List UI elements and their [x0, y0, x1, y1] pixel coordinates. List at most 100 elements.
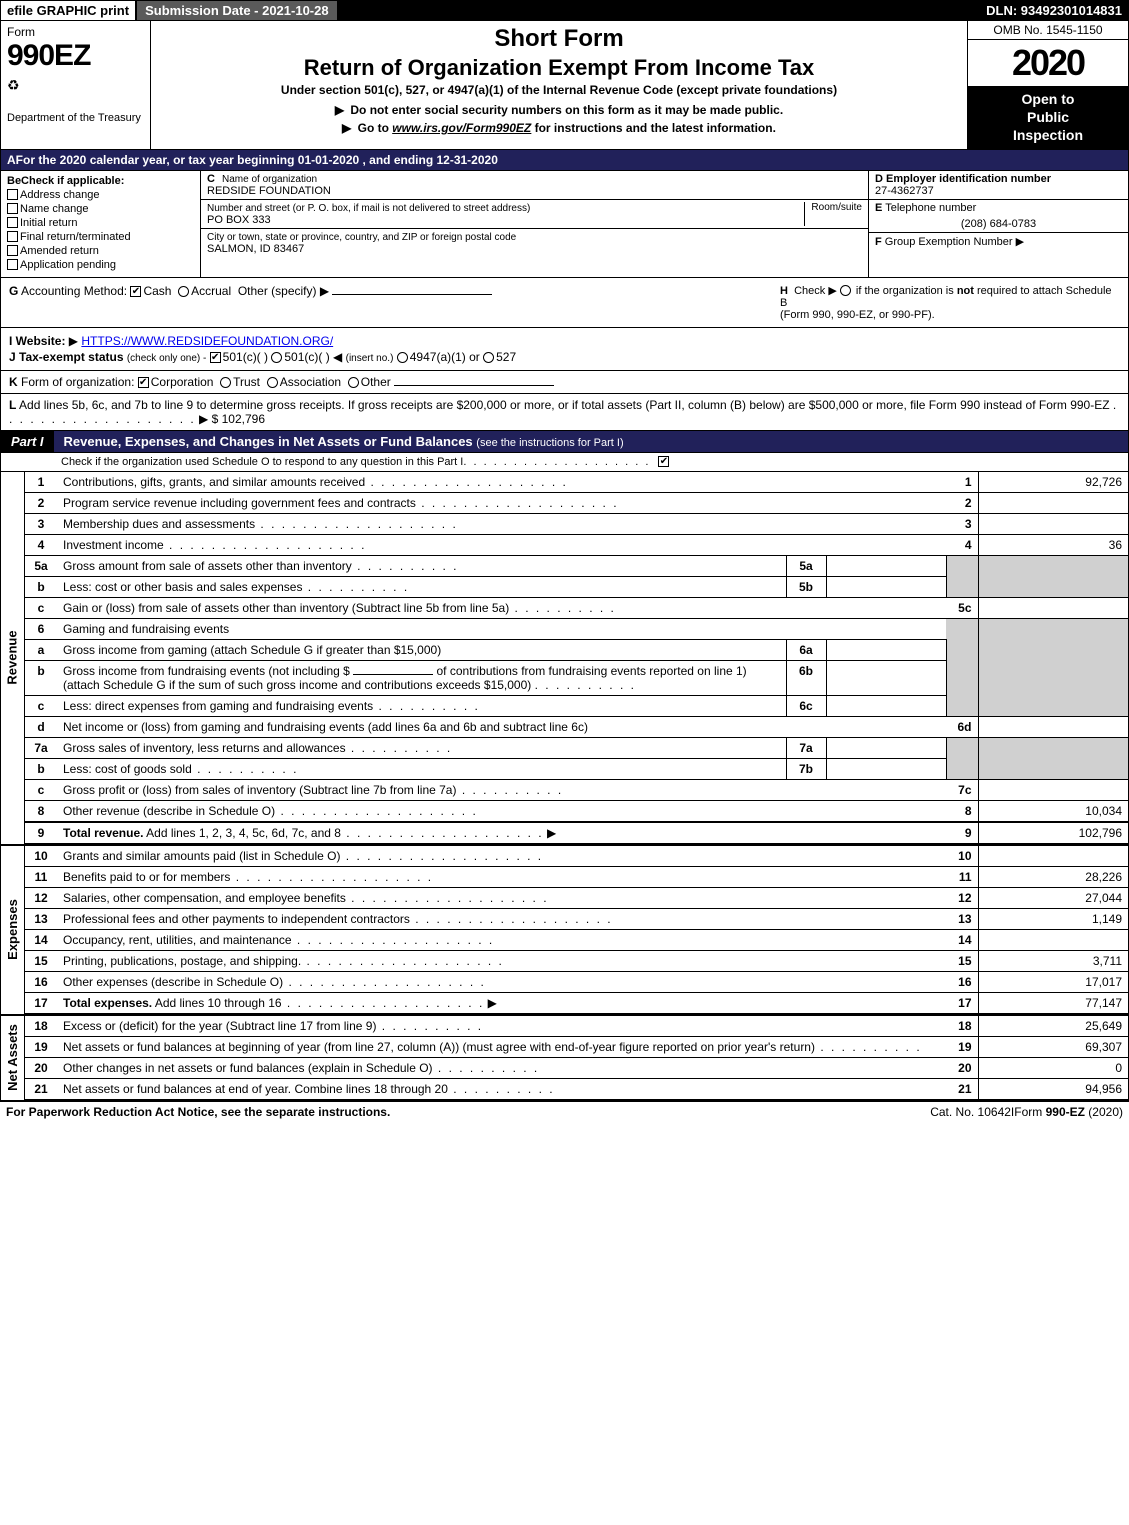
- gross-receipts-block: L Add lines 5b, 6c, and 7b to line 9 to …: [0, 394, 1129, 431]
- line-13: 13 Professional fees and other payments …: [25, 908, 1128, 929]
- cash-checkbox[interactable]: [130, 286, 141, 297]
- line-2: 2 Program service revenue including gove…: [25, 492, 1128, 513]
- goto-line: Go to www.irs.gov/Form990EZ for instruct…: [159, 121, 959, 135]
- trust-radio[interactable]: [220, 377, 231, 388]
- irs-link[interactable]: www.irs.gov/Form990EZ: [392, 121, 531, 135]
- part1-schedule-o-check: Check if the organization used Schedule …: [0, 453, 1129, 472]
- arrow-icon: [342, 121, 354, 135]
- line-14: 14 Occupancy, rent, utilities, and maint…: [25, 929, 1128, 950]
- line-7a: 7a Gross sales of inventory, less return…: [25, 737, 1128, 758]
- dots: [376, 1019, 483, 1033]
- dots: [365, 475, 568, 489]
- dots: [509, 601, 616, 615]
- recycle-icon: ♻: [7, 77, 20, 94]
- assoc-radio[interactable]: [267, 377, 278, 388]
- l-text: Add lines 5b, 6c, and 7b to line 9 to de…: [19, 398, 1110, 412]
- 501c3-checkbox[interactable]: [210, 352, 221, 363]
- h-label: H: [780, 285, 788, 297]
- ein-row: D Employer identification number 27-4362…: [869, 171, 1128, 200]
- netassets-side-label: Net Assets: [1, 1016, 25, 1100]
- line-20-amount: 0: [978, 1057, 1128, 1078]
- f-label: F: [875, 236, 882, 248]
- other-org-field[interactable]: [394, 385, 554, 386]
- 501c-radio[interactable]: [271, 352, 282, 363]
- phone-label: Telephone number: [885, 202, 976, 214]
- dots: [283, 975, 486, 989]
- c-label: C: [207, 173, 215, 185]
- addr-label: Number and street (or P. O. box, if mail…: [207, 203, 530, 214]
- catalog-number: Cat. No. 10642I: [930, 1105, 1014, 1119]
- line-7c: c Gross profit or (loss) from sales of i…: [25, 779, 1128, 800]
- top-bar: efile GRAPHIC print Submission Date - 20…: [0, 0, 1129, 21]
- line-9-amount: 102,796: [978, 822, 1128, 844]
- other-radio[interactable]: [348, 377, 359, 388]
- arrow-icon: [335, 103, 347, 117]
- open-public-1: Open to: [970, 90, 1126, 108]
- other-specify-field[interactable]: [332, 294, 492, 295]
- line-10: 10 Grants and similar amounts paid (list…: [25, 846, 1128, 867]
- l-label: L: [9, 398, 16, 412]
- checkbox-icon[interactable]: [7, 217, 18, 228]
- part1-tab: Part I: [1, 431, 54, 452]
- fundraising-amount-field[interactable]: [353, 674, 433, 675]
- line-5a: 5a Gross amount from sale of assets othe…: [25, 555, 1128, 576]
- line-4-amount: 36: [978, 534, 1128, 555]
- line-17: 17 Total expenses. Add lines 10 through …: [25, 992, 1128, 1013]
- schedule-o-checkbox[interactable]: [658, 456, 669, 467]
- form-ref: Form 990-EZ (2020): [1014, 1105, 1123, 1119]
- expenses-section: Expenses 10 Grants and similar amounts p…: [0, 844, 1129, 1014]
- line-19-amount: 69,307: [978, 1036, 1128, 1057]
- h-block: H Check ▶ if the organization is not req…: [780, 284, 1120, 321]
- arrow-icon: ▶: [1016, 236, 1024, 248]
- k-form-label: Form of organization:: [21, 375, 134, 389]
- form-id-block: Form 990EZ ♻ Department of the Treasury: [1, 21, 151, 149]
- other-label: Other (specify): [238, 284, 317, 298]
- tax-exempt-row: J Tax-exempt status (check only one) - 5…: [9, 350, 1120, 364]
- initial-return[interactable]: Initial return: [7, 217, 194, 229]
- check-applicable: BeCheck if applicable: Address change Na…: [1, 171, 201, 277]
- dots: [301, 954, 504, 968]
- revenue-section: Revenue 1 Contributions, gifts, grants, …: [0, 472, 1129, 844]
- final-return[interactable]: Final return/terminated: [7, 231, 194, 243]
- org-name: REDSIDE FOUNDATION: [207, 185, 331, 197]
- name-change[interactable]: Name change: [7, 203, 194, 215]
- checkbox-icon[interactable]: [7, 245, 18, 256]
- tax-year-bar: AFor the 2020 calendar year, or tax year…: [0, 150, 1129, 171]
- checkbox-icon[interactable]: [7, 203, 18, 214]
- 4947-radio[interactable]: [397, 352, 408, 363]
- paperwork-notice: For Paperwork Reduction Act Notice, see …: [6, 1105, 930, 1119]
- line-21-amount: 94,956: [978, 1078, 1128, 1099]
- dots: [346, 741, 453, 755]
- line-8-amount: 10,034: [978, 800, 1128, 822]
- 527-radio[interactable]: [483, 352, 494, 363]
- accrual-radio[interactable]: [178, 286, 189, 297]
- website-link[interactable]: HTTPS://WWW.REDSIDEFOUNDATION.ORG/: [81, 334, 333, 348]
- line-6d: d Net income or (loss) from gaming and f…: [25, 716, 1128, 737]
- accounting-method-block: G Accounting Method: Cash Accrual Other …: [0, 278, 1129, 328]
- form-header: Form 990EZ ♻ Department of the Treasury …: [0, 21, 1129, 150]
- org-city: SALMON, ID 83467: [207, 243, 304, 255]
- dots: [448, 1082, 555, 1096]
- line-5c: c Gain or (loss) from sale of assets oth…: [25, 597, 1128, 618]
- checkbox-icon[interactable]: [7, 259, 18, 270]
- dots: [373, 699, 480, 713]
- org-addr-row: Number and street (or P. O. box, if mail…: [201, 200, 868, 229]
- part1-check-text: Check if the organization used Schedule …: [61, 456, 463, 468]
- omb-number: OMB No. 1545-1150: [968, 21, 1128, 40]
- line-12: 12 Salaries, other compensation, and emp…: [25, 887, 1128, 908]
- line-4: 4 Investment income 4 36: [25, 534, 1128, 555]
- app-pending[interactable]: Application pending: [7, 259, 194, 271]
- corp-checkbox[interactable]: [138, 377, 149, 388]
- dots: [352, 559, 459, 573]
- checkbox-icon[interactable]: [7, 189, 18, 200]
- page-footer: For Paperwork Reduction Act Notice, see …: [0, 1101, 1129, 1122]
- dln-number: DLN: 93492301014831: [980, 1, 1128, 20]
- h-radio[interactable]: [840, 285, 851, 296]
- arrow-icon: [484, 996, 497, 1010]
- part1-title: Revenue, Expenses, and Changes in Net As…: [54, 431, 1128, 452]
- line-17-amount: 77,147: [978, 992, 1128, 1013]
- address-change[interactable]: Address change: [7, 189, 194, 201]
- line-6: 6 Gaming and fundraising events: [25, 618, 1128, 639]
- amended-return[interactable]: Amended return: [7, 245, 194, 257]
- checkbox-icon[interactable]: [7, 231, 18, 242]
